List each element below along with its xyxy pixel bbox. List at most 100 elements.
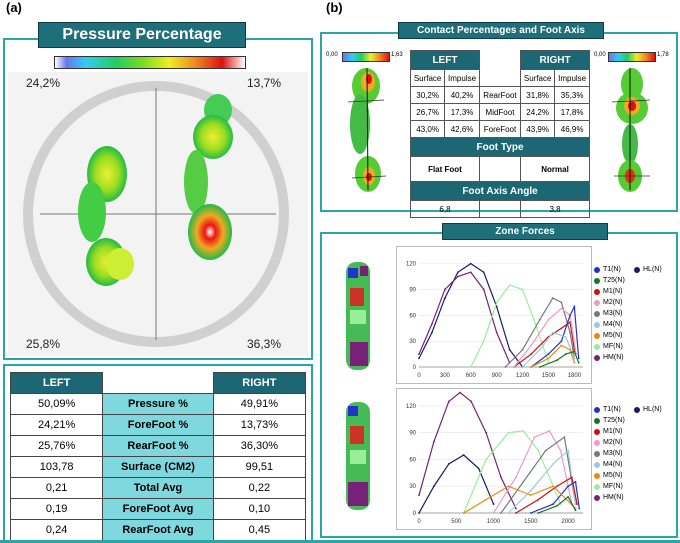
legend-item: M1(N) [594, 426, 634, 437]
data-point [482, 271, 485, 274]
left-scale-max: 1,63 [391, 52, 403, 58]
y-tick-label: 120 [406, 262, 417, 268]
legend-item: HL(N) [634, 264, 674, 275]
legend-marker [594, 266, 600, 273]
data-point [551, 297, 554, 299]
zone-foot-image-bottom [346, 402, 370, 510]
y-tick-label: 30 [409, 484, 416, 490]
data-point [564, 335, 567, 338]
x-tick-label: 1000 [487, 519, 501, 525]
quadrant-top-left: 24,2% [26, 76, 61, 90]
data-point [530, 344, 533, 347]
right-scale-min: 0,00 [594, 52, 606, 58]
legend-item: M3(N) [594, 448, 634, 459]
legend-item: T1(N) [594, 264, 634, 275]
data-point [485, 458, 487, 461]
axis-angle-left: 6,8 [410, 200, 480, 218]
x-tick-label: 2000 [561, 519, 575, 525]
data-point [569, 348, 571, 351]
data-point [443, 297, 446, 299]
panel-label-a: (a) [6, 0, 22, 15]
data-point [470, 400, 473, 403]
y-tick-label: 90 [409, 431, 416, 437]
data-point [522, 430, 525, 432]
data-point [574, 503, 577, 505]
quadrant-bottom-right: 36,3% [247, 337, 282, 351]
legend-marker [594, 439, 600, 446]
data-point [495, 305, 498, 308]
x-tick-label: 1500 [542, 373, 556, 379]
legend-label: M3(N) [603, 450, 623, 457]
table-row: 50,09% Pressure % 49,91% [9, 393, 307, 415]
series-line-t25n [538, 496, 577, 514]
table-row: 24,21% ForeFoot % 13,73% [9, 414, 307, 436]
legend-item: HL(N) [634, 404, 674, 415]
data-point [574, 480, 577, 483]
data-point [469, 271, 472, 274]
legend-item: MF(N) [594, 481, 634, 492]
data-point [534, 323, 537, 325]
data-point [560, 307, 563, 310]
data-point [544, 449, 547, 452]
data-point [551, 331, 554, 334]
legend-marker [594, 494, 600, 501]
data-point [477, 467, 480, 470]
data-point [573, 305, 576, 308]
series-line-m1n [513, 321, 575, 368]
data-point [500, 512, 502, 514]
legend-label: M4(N) [603, 461, 623, 468]
legend-label: M5(N) [603, 472, 623, 479]
data-point [552, 503, 555, 505]
data-point [521, 366, 524, 368]
legend-item: M1(N) [594, 286, 634, 297]
data-point [500, 476, 502, 479]
data-point [521, 348, 524, 351]
legend-label: MF(N) [603, 483, 623, 490]
legend-label: T25(N) [603, 417, 625, 424]
legend-item: HM(N) [594, 492, 634, 503]
data-point [559, 449, 562, 452]
data-point [567, 449, 569, 452]
zone-title: Zone Forces [442, 223, 608, 240]
left-header: LEFT [9, 372, 104, 394]
foot-type-left: Flat Foot [410, 156, 480, 182]
series-line-hln [418, 454, 495, 514]
data-point [418, 494, 420, 497]
data-point [447, 400, 450, 403]
right-header: RIGHT [212, 372, 307, 394]
legend-label: M2(N) [603, 439, 623, 446]
x-tick-label: 900 [492, 373, 503, 379]
data-point [552, 485, 555, 488]
series-line-m2n [493, 430, 573, 514]
data-point [529, 489, 532, 492]
legend-marker [594, 406, 600, 413]
data-point [462, 512, 465, 514]
data-point [569, 331, 571, 334]
data-point [560, 327, 563, 330]
table-row: 0,24 RearFoot Avg 0,45 [9, 519, 307, 541]
legend-item: M5(N) [594, 330, 634, 341]
legend-marker [594, 472, 600, 479]
data-point [567, 485, 569, 488]
data-point [556, 485, 558, 488]
data-point [537, 498, 540, 501]
legend-item: M5(N) [594, 470, 634, 481]
data-point [530, 366, 533, 368]
data-point [556, 359, 559, 362]
axis-angle-right: 3,8 [520, 200, 590, 218]
pressure-plot [8, 72, 308, 356]
data-point [515, 512, 517, 514]
data-point [485, 431, 487, 434]
left-foot-axis-image [347, 67, 387, 192]
data-point [482, 288, 485, 291]
data-point [447, 463, 450, 465]
table-row: 103,78 Surface (CM2) 99,51 [9, 456, 307, 478]
legend-item: M3(N) [594, 308, 634, 319]
y-tick-label: 90 [409, 287, 416, 293]
legend-marker [594, 321, 600, 328]
legend-label: M5(N) [603, 332, 623, 339]
series-line-m2n [513, 307, 577, 368]
data-point [507, 512, 510, 514]
table-row: 25,76% RearFoot % 36,30% [9, 435, 307, 457]
